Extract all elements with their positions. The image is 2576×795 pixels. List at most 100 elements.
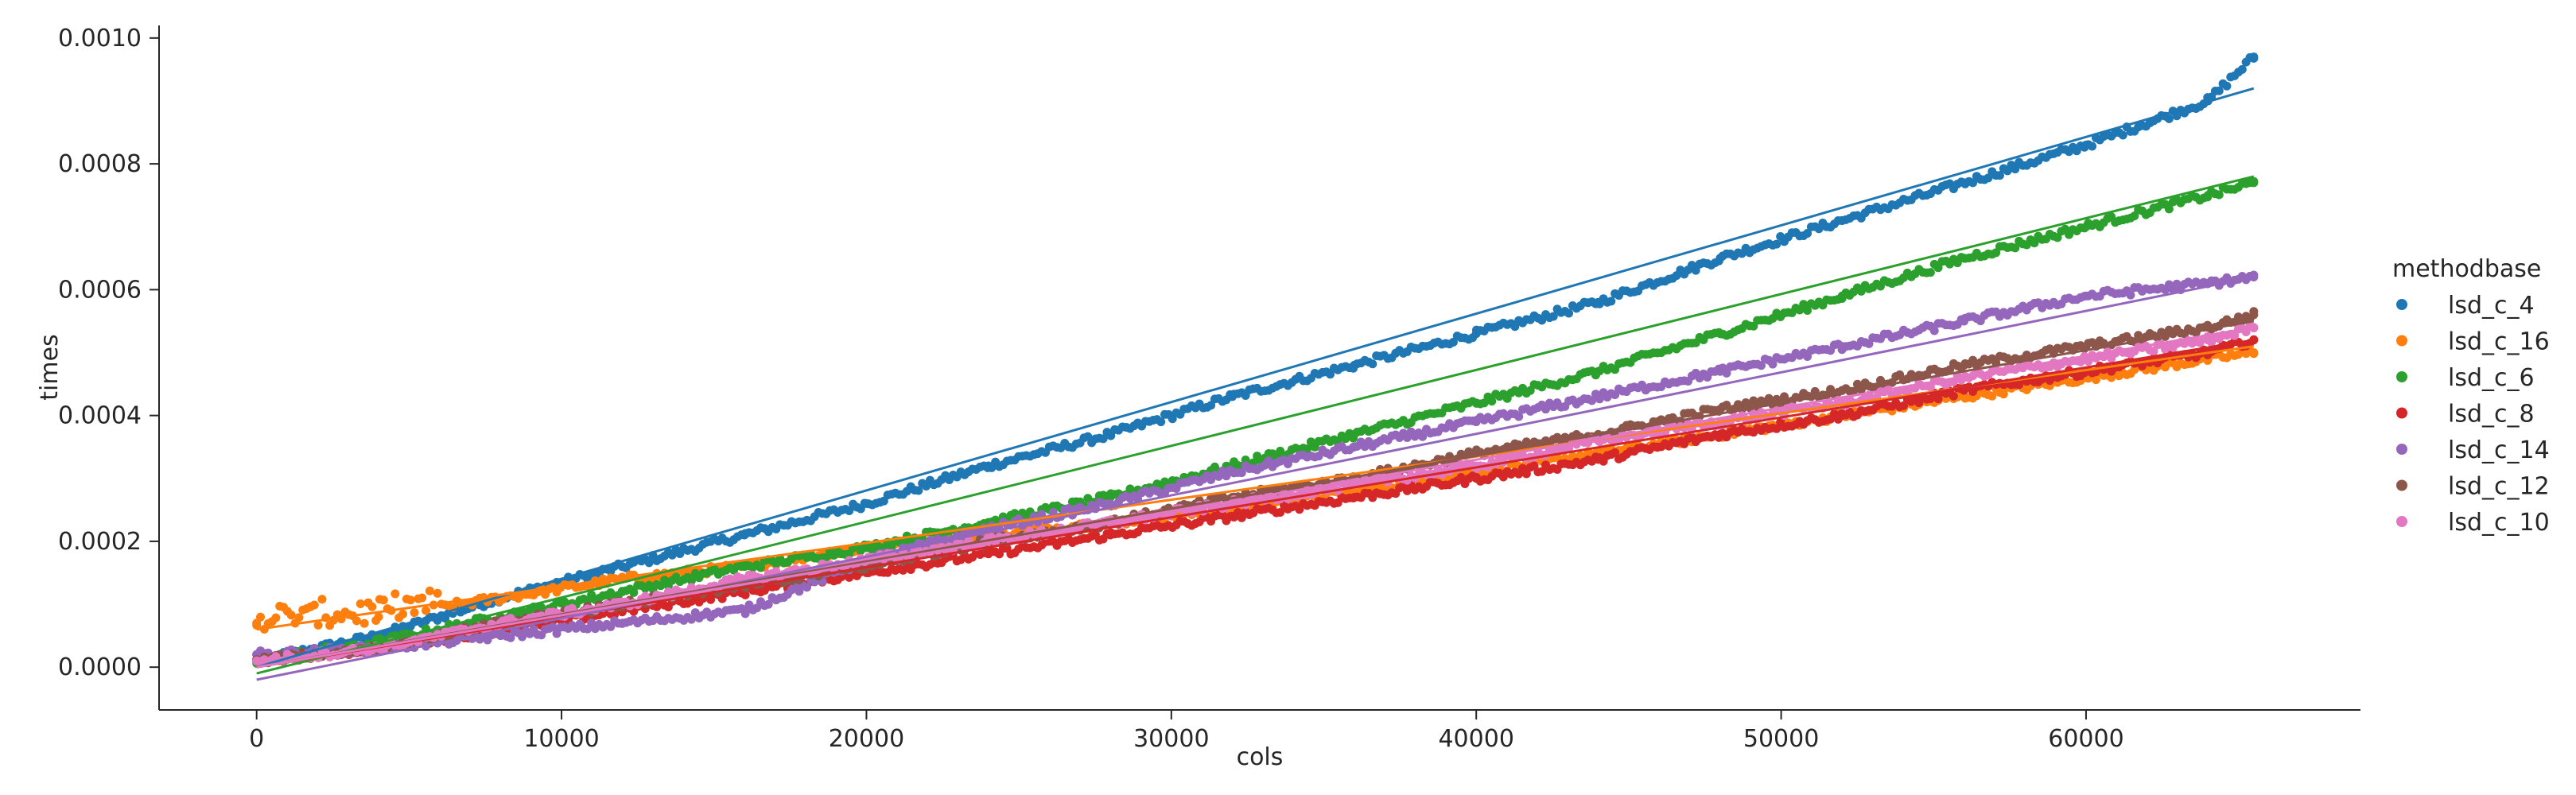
x-tick-label: 10000 xyxy=(523,725,599,753)
data-point xyxy=(1368,359,1377,369)
regression-line-lsd_c_14 xyxy=(256,276,2255,681)
y-tick-label: 0.0000 xyxy=(58,653,142,681)
x-axis-label: cols xyxy=(1237,743,1284,771)
data-point xyxy=(740,590,750,599)
data-point xyxy=(1949,391,1958,401)
data-point xyxy=(433,588,442,598)
data-point xyxy=(2222,81,2232,91)
data-point xyxy=(294,613,304,622)
data-point xyxy=(1276,507,1285,517)
data-point xyxy=(1772,239,1781,249)
x-tick-label: 40000 xyxy=(1438,725,1513,753)
data-point xyxy=(1548,312,1558,321)
data-point xyxy=(1156,417,1166,427)
data-point xyxy=(1521,469,1531,479)
data-point xyxy=(1595,394,1604,404)
regression-line-lsd_c_6 xyxy=(256,175,2255,675)
legend-label: lsd_c_14 xyxy=(2448,436,2550,464)
x-tick-label: 0 xyxy=(249,725,264,753)
data-point xyxy=(686,576,696,585)
legend-item-lsd_c_10: lsd_c_10 xyxy=(2396,509,2550,537)
legend-marker xyxy=(2396,444,2407,455)
data-point xyxy=(1968,178,1978,188)
y-tick-label: 0.0008 xyxy=(58,150,142,178)
data-point xyxy=(309,600,319,610)
data-point xyxy=(1991,248,2001,258)
data-point xyxy=(1468,333,1478,343)
data-point xyxy=(2091,375,2100,385)
legend-marker xyxy=(2396,371,2407,382)
data-point xyxy=(1803,228,1813,238)
data-point xyxy=(1237,468,1246,478)
data-point xyxy=(1607,297,1616,306)
data-point xyxy=(2237,64,2247,74)
legend-marker xyxy=(2396,335,2407,347)
data-point xyxy=(752,603,762,613)
legend-item-lsd_c_6: lsd_c_6 xyxy=(2396,364,2535,392)
data-point xyxy=(367,602,377,611)
data-point xyxy=(1899,401,1909,410)
data-point xyxy=(356,599,365,609)
data-point xyxy=(359,619,369,628)
data-point xyxy=(2030,238,2039,248)
data-point xyxy=(313,620,323,630)
data-point xyxy=(1983,173,1993,183)
legend-label: lsd_c_4 xyxy=(2448,292,2535,320)
data-point xyxy=(352,616,361,626)
data-point xyxy=(1326,370,1335,379)
legend-item-lsd_c_8: lsd_c_8 xyxy=(2396,401,2535,429)
data-point xyxy=(1772,424,1781,433)
legend-marker xyxy=(2396,299,2407,310)
regression-lines-layer xyxy=(256,87,2255,681)
data-point xyxy=(2214,86,2224,95)
data-point xyxy=(2249,335,2259,344)
data-point xyxy=(2164,204,2174,214)
legend-label: lsd_c_6 xyxy=(2448,364,2535,392)
legend-label: lsd_c_12 xyxy=(2448,473,2550,501)
data-point xyxy=(1691,266,1700,275)
data-point xyxy=(2011,165,2020,174)
data-point xyxy=(1995,171,2004,180)
data-point xyxy=(1418,432,1428,441)
data-point xyxy=(1514,412,1524,421)
data-point xyxy=(410,608,419,618)
data-point xyxy=(406,595,415,605)
legend-item-lsd_c_4: lsd_c_4 xyxy=(2396,292,2535,320)
data-point xyxy=(763,599,773,609)
data-point xyxy=(2118,130,2127,140)
data-point xyxy=(1098,434,1108,444)
data-point xyxy=(2011,243,2020,253)
data-point xyxy=(2088,142,2097,151)
data-point xyxy=(422,606,431,615)
data-point xyxy=(506,633,515,642)
y-axis-ticks: 0.0000 0.0002 0.0004 0.0006 0.0008 0.0010 xyxy=(58,25,159,681)
legend-marker xyxy=(2396,479,2407,491)
data-point xyxy=(740,609,750,619)
data-point xyxy=(1487,397,1497,406)
y-tick-label: 0.0004 xyxy=(58,402,142,430)
data-point xyxy=(1803,306,1813,316)
data-point xyxy=(1587,396,1597,405)
series-layer xyxy=(252,52,2259,669)
data-point xyxy=(1764,394,1774,403)
data-point xyxy=(845,506,854,515)
data-point xyxy=(418,593,427,603)
y-tick-label: 0.0006 xyxy=(58,276,142,304)
data-point xyxy=(1610,448,1620,457)
y-tick-label: 0.0002 xyxy=(58,528,142,556)
legend-title: methodbase xyxy=(2392,255,2541,283)
data-point xyxy=(552,629,561,638)
legend-item-lsd_c_14: lsd_c_14 xyxy=(2396,436,2550,464)
data-point xyxy=(2249,307,2259,316)
data-point xyxy=(1914,398,1924,408)
data-point xyxy=(1925,268,1935,277)
legend-label: lsd_c_10 xyxy=(2448,509,2550,537)
data-point xyxy=(317,595,327,604)
data-point xyxy=(1757,361,1766,370)
data-point xyxy=(390,589,400,599)
data-point xyxy=(425,586,434,595)
data-point xyxy=(2149,347,2158,356)
data-point xyxy=(2249,176,2259,186)
x-tick-label: 30000 xyxy=(1133,725,1209,753)
